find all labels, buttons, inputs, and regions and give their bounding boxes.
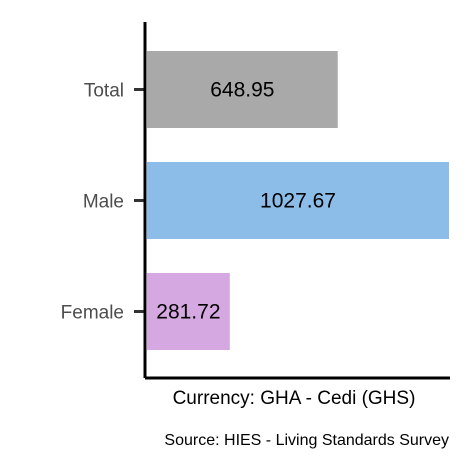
bar-value-label-female: 281.72 (156, 301, 220, 324)
category-label-male: Male (83, 192, 124, 213)
category-labels-group: Total Male Female (61, 81, 124, 324)
bar-value-label-total: 648.95 (210, 79, 274, 102)
bar-value-label-male: 1027.67 (260, 190, 336, 213)
category-label-female: Female (61, 303, 124, 324)
bar-total (147, 51, 338, 128)
bars-group (147, 51, 449, 350)
bar-male (147, 162, 449, 239)
source-caption: Source: HIES - Living Standards Survey (164, 432, 449, 449)
category-label-total: Total (84, 81, 124, 102)
bar-labels-group: 648.95 1027.67 281.72 (156, 79, 336, 324)
y-ticks-group (134, 88, 145, 313)
bar-female (147, 273, 230, 350)
x-axis-title: Currency: GHA - Cedi (GHS) (173, 388, 416, 409)
